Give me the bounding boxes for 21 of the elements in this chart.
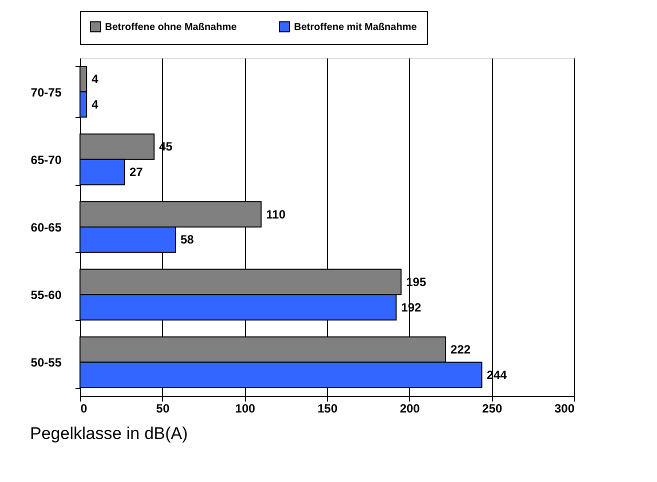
data-label: 222 [450, 342, 471, 357]
x-tick-label: 0 [80, 402, 88, 416]
x-tick-label: 300 [554, 402, 575, 416]
x-tick-label: 50 [156, 402, 170, 416]
data-label: 58 [180, 232, 194, 247]
y-tick-label: 50-55 [30, 356, 62, 370]
y-axis-title: Pegelklasse in dB(A) [30, 424, 188, 443]
data-label: 110 [266, 207, 286, 222]
x-tick-label: 150 [317, 402, 338, 416]
legend-label: Betroffene mit Maßnahme [294, 22, 418, 33]
x-tick-label: 200 [400, 402, 420, 416]
y-tick-label: 70-75 [30, 85, 62, 100]
y-tick-label: 55-60 [30, 288, 62, 302]
x-tick-label: 250 [482, 402, 502, 416]
data-label: 27 [129, 165, 144, 180]
y-tick-label: 65-70 [30, 152, 62, 167]
data-label: 4 [92, 72, 99, 86]
legend-label: Betroffene ohne Maßnahme [105, 22, 238, 33]
data-label: 4 [92, 97, 99, 112]
y-tick-label: 60-65 [30, 220, 62, 234]
x-tick-label: 100 [235, 402, 256, 416]
